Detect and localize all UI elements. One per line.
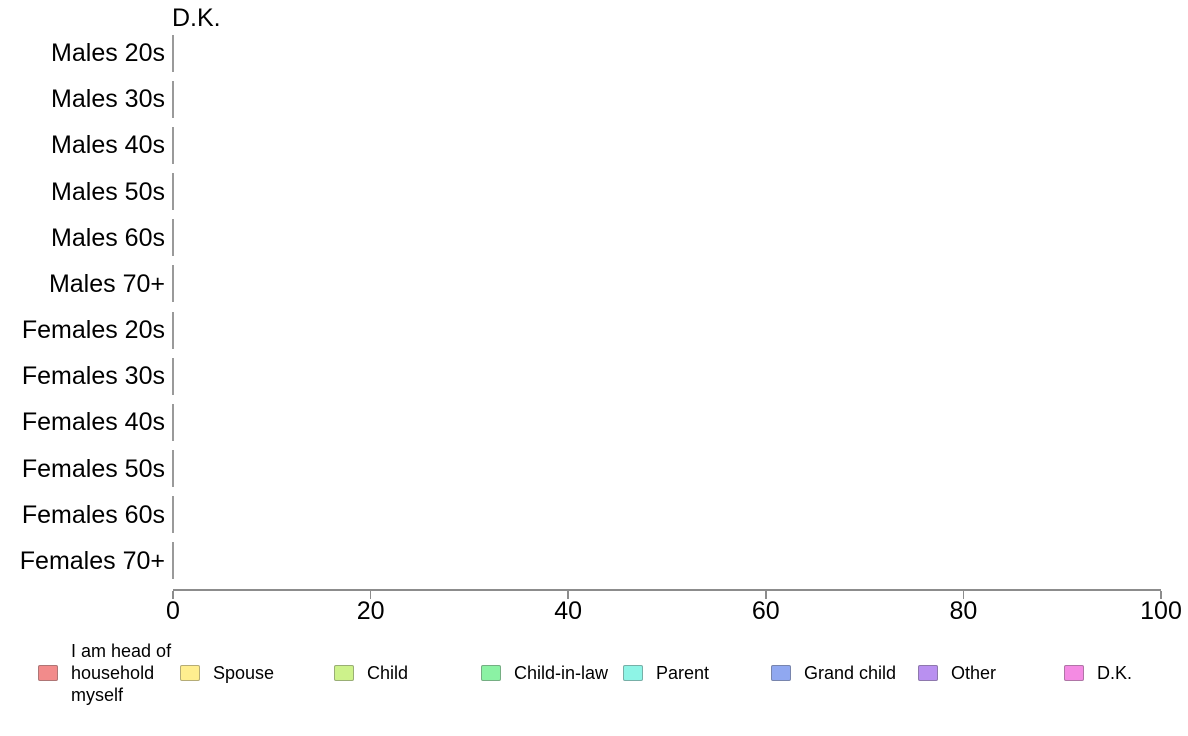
x-axis-tick-label: 40 <box>554 597 583 625</box>
zero-bar-segment <box>172 80 174 118</box>
x-axis-tick-label: 60 <box>751 597 780 625</box>
zero-bar-segment <box>172 403 174 441</box>
zero-bar-segment <box>172 34 174 72</box>
x-axis-tick <box>567 590 569 599</box>
y-axis-label: Males 70+ <box>48 269 165 298</box>
x-axis-tick-label: 20 <box>356 597 385 625</box>
x-axis-tick <box>962 590 965 599</box>
x-axis-tick <box>369 590 372 599</box>
zero-bar-segment <box>172 219 174 257</box>
zero-bar-segment <box>172 173 174 211</box>
legend-label: D.K. <box>1097 663 1133 683</box>
legend-label: Grand child <box>804 663 897 683</box>
zero-bar-segment <box>172 126 174 164</box>
legend-item: Child <box>334 640 408 706</box>
legend-item: D.K. <box>1064 640 1132 706</box>
legend-swatch <box>481 665 501 681</box>
y-axis-label: Females 60s <box>21 500 165 529</box>
legend-item: Parent <box>623 640 709 706</box>
x-axis-tick <box>765 590 767 599</box>
x-axis-tick-label: 100 <box>1140 597 1182 625</box>
y-axis-label: Females 70+ <box>19 546 165 575</box>
legend-item: Child-in-law <box>481 640 608 706</box>
legend-item: Spouse <box>180 640 274 706</box>
zero-bar-segment <box>172 357 174 395</box>
x-axis-tick <box>172 590 174 599</box>
legend-swatch <box>334 665 354 681</box>
x-axis-tick <box>1160 590 1162 599</box>
zero-bar-segment <box>172 542 174 580</box>
legend-label: I am head of household myself <box>71 641 172 705</box>
zero-bar-segment <box>172 450 174 488</box>
y-axis-label: Males 60s <box>51 223 165 252</box>
legend-label: Parent <box>656 663 710 683</box>
zero-bar-segment <box>172 265 174 303</box>
y-axis-label: Females 30s <box>21 362 165 391</box>
legend-label: Other <box>951 663 997 683</box>
legend-label: Child <box>367 663 409 683</box>
x-axis-tick-label: 80 <box>949 597 978 625</box>
chart-annotation: D.K. <box>172 4 221 32</box>
zero-bar-segment <box>172 311 174 349</box>
y-axis-label: Females 20s <box>21 316 165 345</box>
legend-item: Grand child <box>771 640 896 706</box>
y-axis-label: Males 50s <box>51 177 165 206</box>
x-axis-line <box>173 589 1161 591</box>
legend-swatch <box>918 665 938 681</box>
y-axis-label: Males 30s <box>51 85 165 114</box>
zero-bar-segment <box>172 496 174 534</box>
legend-label: Spouse <box>213 663 275 683</box>
legend-swatch <box>1064 665 1084 681</box>
legend-label: Child-in-law <box>514 663 609 683</box>
y-axis-label: Males 20s <box>51 39 165 67</box>
x-axis-tick-label: 0 <box>166 597 180 625</box>
legend-swatch <box>771 665 791 681</box>
y-axis-label: Females 50s <box>21 454 165 483</box>
y-axis-label: Males 40s <box>51 131 165 160</box>
legend-item: I am head of household myself <box>38 640 171 706</box>
legend-swatch <box>38 665 58 681</box>
legend-item: Other <box>918 640 996 706</box>
legend-swatch <box>180 665 200 681</box>
legend-swatch <box>623 665 643 681</box>
y-axis-label: Females 40s <box>21 408 165 437</box>
